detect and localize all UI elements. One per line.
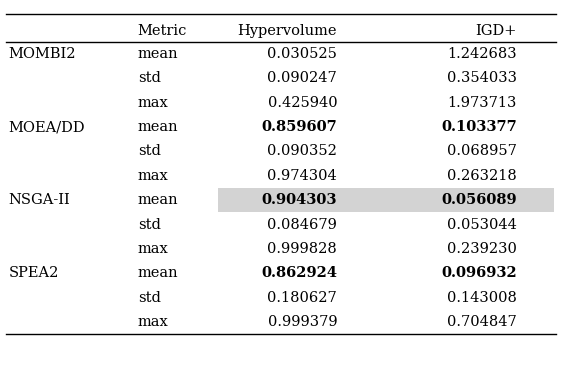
Text: 0.143008: 0.143008	[447, 291, 517, 305]
Text: 0.068957: 0.068957	[447, 144, 517, 158]
Text: 0.090247: 0.090247	[268, 71, 337, 85]
Text: MOMBI2: MOMBI2	[8, 47, 76, 61]
Text: NSGA-II: NSGA-II	[8, 193, 70, 207]
Text: 0.974304: 0.974304	[268, 169, 337, 183]
Text: 0.859607: 0.859607	[261, 120, 337, 134]
Text: 0.999379: 0.999379	[268, 315, 337, 329]
Text: 0.030525: 0.030525	[268, 47, 337, 61]
Text: 1.973713: 1.973713	[448, 96, 517, 110]
Text: std: std	[138, 144, 161, 158]
Bar	[218, 188, 554, 212]
Text: 0.084679: 0.084679	[268, 218, 337, 232]
Text: 0.090352: 0.090352	[268, 144, 337, 158]
Text: 0.704847: 0.704847	[447, 315, 517, 329]
Text: max: max	[138, 242, 169, 256]
Text: max: max	[138, 315, 169, 329]
Text: std: std	[138, 71, 161, 85]
Text: Hypervolume: Hypervolume	[238, 24, 337, 38]
Text: mean: mean	[138, 193, 178, 207]
Text: 0.904303: 0.904303	[262, 193, 337, 207]
Text: 0.263218: 0.263218	[447, 169, 517, 183]
Text: 0.053044: 0.053044	[447, 218, 517, 232]
Text: mean: mean	[138, 47, 178, 61]
Text: 0.096932: 0.096932	[441, 266, 517, 280]
Text: 0.999828: 0.999828	[268, 242, 337, 256]
Text: mean: mean	[138, 120, 178, 134]
Text: max: max	[138, 96, 169, 110]
Text: 0.354033: 0.354033	[447, 71, 517, 85]
Text: 0.239230: 0.239230	[447, 242, 517, 256]
Text: 1.242683: 1.242683	[447, 47, 517, 61]
Text: Metric: Metric	[138, 24, 187, 38]
Text: IGD+: IGD+	[475, 24, 517, 38]
Text: 0.180627: 0.180627	[268, 291, 337, 305]
Text: 0.425940: 0.425940	[268, 96, 337, 110]
Text: max: max	[138, 169, 169, 183]
Text: 0.056089: 0.056089	[441, 193, 517, 207]
Text: std: std	[138, 291, 161, 305]
Text: std: std	[138, 218, 161, 232]
Text: SPEA2: SPEA2	[8, 266, 59, 280]
Text: 0.103377: 0.103377	[441, 120, 517, 134]
Text: 0.862924: 0.862924	[261, 266, 337, 280]
Text: MOEA/DD: MOEA/DD	[8, 120, 85, 134]
Text: mean: mean	[138, 266, 178, 280]
